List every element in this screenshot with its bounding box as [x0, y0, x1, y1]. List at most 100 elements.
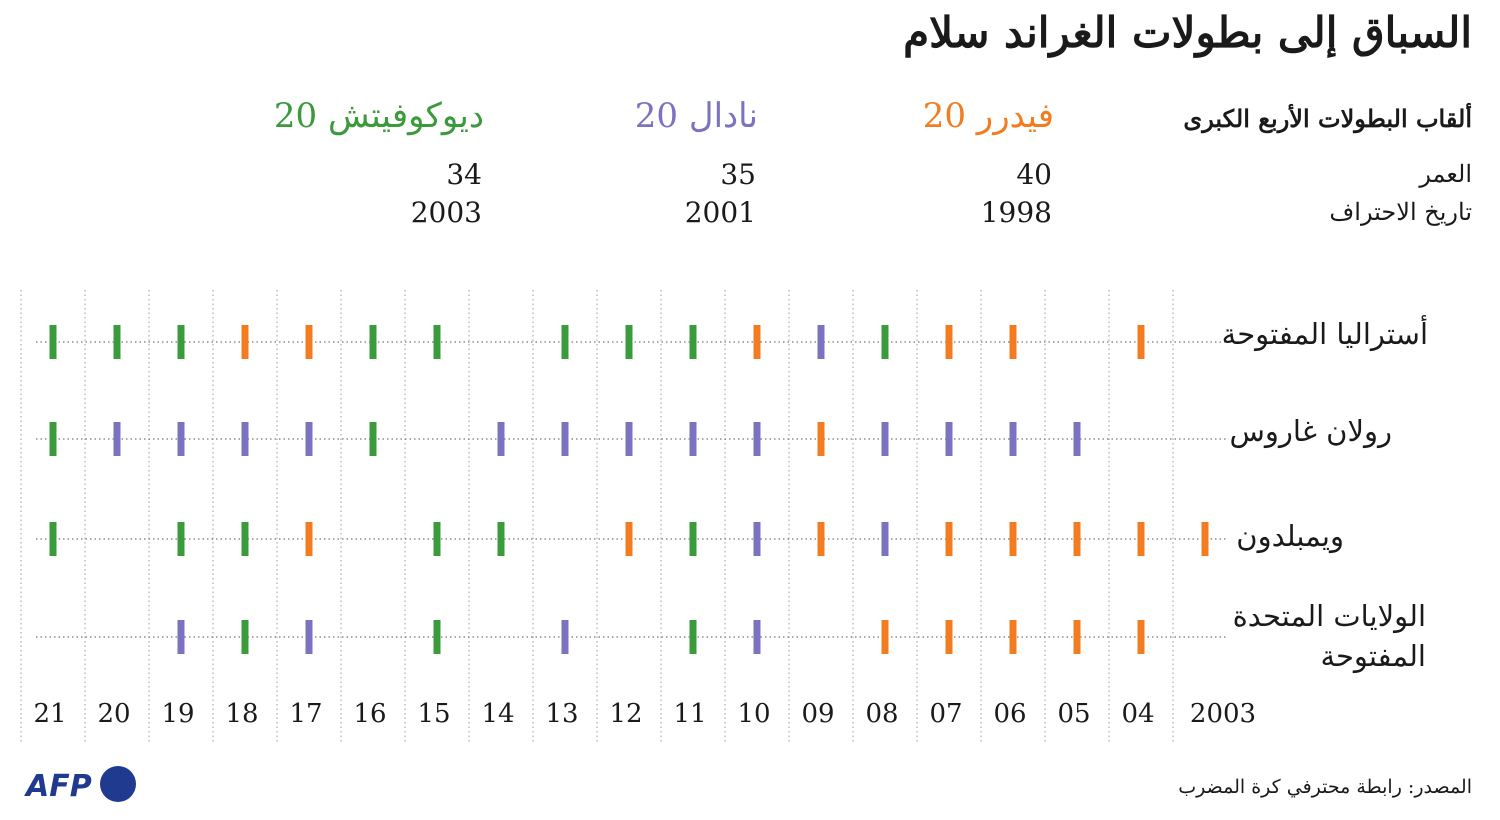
title-mark [817, 422, 825, 456]
title-mark [113, 325, 121, 359]
x-tick-label: 17 [289, 699, 322, 729]
title-mark [1009, 620, 1017, 654]
x-tick-label: 10 [737, 699, 770, 729]
title-mark [689, 620, 697, 654]
title-mark [241, 325, 249, 359]
x-tick-label: 14 [481, 699, 514, 729]
title-mark [817, 522, 825, 556]
title-mark [1009, 522, 1017, 556]
x-tick-label: 09 [801, 699, 834, 729]
player-nadal-name: نادال 20 [635, 96, 758, 136]
nadal-turned-pro: 2001 [684, 196, 756, 229]
title-mark [881, 620, 889, 654]
title-mark [241, 620, 249, 654]
title-mark [177, 325, 185, 359]
tournament-label-wimbledon: ويمبلدون [1236, 519, 1344, 553]
title-mark [433, 620, 441, 654]
x-tick-label: 04 [1121, 699, 1154, 729]
turnedpro-label: تاريخ الاحتراف [1329, 198, 1472, 226]
title-mark [1073, 422, 1081, 456]
title-mark [113, 422, 121, 456]
title-mark [1137, 522, 1145, 556]
x-tick-label: 21 [33, 699, 66, 729]
nadal-age: 35 [720, 158, 756, 191]
x-tick-label: 18 [225, 699, 258, 729]
djokovic-turned-pro: 2003 [410, 196, 482, 229]
title-mark [49, 422, 57, 456]
x-tick-label: 2003 [1190, 699, 1256, 729]
title-mark [1009, 422, 1017, 456]
title-mark [945, 422, 953, 456]
x-tick-label: 20 [97, 699, 130, 729]
title-mark [561, 620, 569, 654]
x-tick-label: 16 [353, 699, 386, 729]
federer-age: 40 [1016, 158, 1052, 191]
x-tick-label: 13 [545, 699, 578, 729]
title-mark [497, 422, 505, 456]
federer-turned-pro: 1998 [980, 196, 1052, 229]
title-mark [945, 620, 953, 654]
tournament-label-australian-open: أستراليا المفتوحة [1221, 317, 1428, 351]
title-mark [881, 422, 889, 456]
title-mark [753, 522, 761, 556]
title-mark [753, 422, 761, 456]
title-mark [689, 522, 697, 556]
source-note: المصدر: رابطة محترفي كرة المضرب [1178, 776, 1472, 798]
player-djokovic-name: ديوكوفيتش 20 [274, 96, 484, 136]
titles-label: ألقاب البطولات الأربع الكبرى [1183, 104, 1472, 133]
title-mark [561, 422, 569, 456]
title-mark [1009, 325, 1017, 359]
title-mark [241, 422, 249, 456]
age-label: العمر [1419, 160, 1472, 188]
title-mark [305, 325, 313, 359]
title-mark [625, 522, 633, 556]
title-mark [177, 422, 185, 456]
federer-name-text: فيدرر [976, 96, 1054, 136]
title-mark [305, 620, 313, 654]
svg-text:AFP: AFP [24, 769, 92, 804]
title-mark [1073, 620, 1081, 654]
title-mark [1073, 522, 1081, 556]
x-tick-label: 08 [865, 699, 898, 729]
x-tick-label: 05 [1057, 699, 1090, 729]
x-tick-label: 19 [161, 699, 194, 729]
title-mark [177, 522, 185, 556]
djokovic-age: 34 [446, 158, 482, 191]
djokovic-name-text: ديوكوفيتش [327, 96, 484, 136]
title-mark [689, 422, 697, 456]
title-mark [305, 522, 313, 556]
title-mark [433, 325, 441, 359]
title-mark [1201, 522, 1209, 556]
title-mark [433, 522, 441, 556]
title-mark [881, 325, 889, 359]
title-mark [881, 522, 889, 556]
title-mark [1137, 325, 1145, 359]
title-mark [1137, 620, 1145, 654]
title-mark [305, 422, 313, 456]
x-tick-label: 07 [929, 699, 962, 729]
x-tick-label: 11 [673, 699, 706, 729]
x-tick-label: 12 [609, 699, 642, 729]
title-mark [49, 522, 57, 556]
title-mark [945, 325, 953, 359]
title-mark [561, 325, 569, 359]
title-mark [753, 325, 761, 359]
title-mark [49, 325, 57, 359]
x-tick-label: 06 [993, 699, 1026, 729]
title-mark [369, 325, 377, 359]
title-mark [753, 620, 761, 654]
nadal-titles: 20 [634, 96, 679, 136]
djokovic-titles: 20 [273, 96, 318, 136]
title-mark [625, 422, 633, 456]
title-mark [177, 620, 185, 654]
x-tick-label: 15 [417, 699, 450, 729]
tournament-label-roland-garros: رولان غاروس [1229, 414, 1392, 448]
federer-titles: 20 [922, 96, 966, 136]
player-federer-name: فيدرر 20 [923, 96, 1054, 136]
title-mark [689, 325, 697, 359]
title-mark [945, 522, 953, 556]
title-mark [625, 325, 633, 359]
page-title: السباق إلى بطولات الغراند سلام [903, 8, 1472, 57]
title-mark [497, 522, 505, 556]
